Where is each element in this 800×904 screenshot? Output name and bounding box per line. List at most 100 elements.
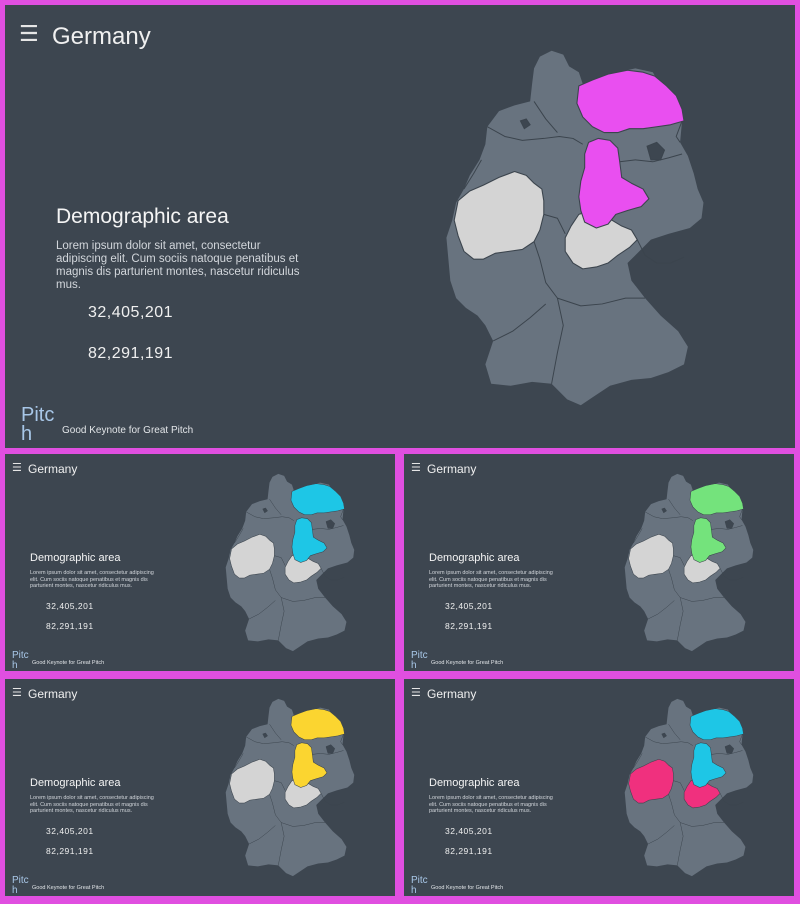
- state-border: [234, 753, 244, 769]
- lake: [519, 118, 531, 130]
- tagline: Good Keynote for Great Pitch: [431, 660, 504, 666]
- body-paragraph: Lorem ipsum dolor sit amet, consectetur …: [429, 795, 553, 815]
- state-center[interactable]: [578, 137, 650, 229]
- state-border: [320, 568, 345, 581]
- hamburger-menu-icon[interactable]: ☰: [411, 687, 421, 699]
- slide-thumbnail-2[interactable]: ☰ Germany Demographic area Lorem ipsum d…: [404, 454, 794, 671]
- state-border: [739, 508, 743, 520]
- state-border: [533, 241, 646, 307]
- state-border: [673, 780, 685, 791]
- state-border: [675, 120, 683, 143]
- state-border: [677, 822, 684, 866]
- stat-value-2: 82,291,191: [88, 345, 174, 362]
- lake: [661, 732, 667, 739]
- state-border: [633, 528, 643, 544]
- hamburger-menu-icon[interactable]: ☰: [12, 687, 22, 699]
- state-west[interactable]: [628, 533, 674, 579]
- state-border: [645, 511, 693, 521]
- stat-value-1: 32,405,201: [88, 304, 174, 321]
- lake: [646, 141, 666, 161]
- state-border: [551, 298, 564, 384]
- state-border: [248, 825, 276, 845]
- state-north[interactable]: [576, 69, 685, 134]
- slide-thumbnail-4[interactable]: ☰ Germany Demographic area Lorem ipsum d…: [404, 679, 794, 896]
- germany-map: [225, 473, 355, 652]
- state-border: [246, 736, 294, 746]
- body-paragraph: Lorem ipsum dolor sit amet, consectetur …: [56, 240, 300, 291]
- hamburger-menu-icon[interactable]: ☰: [12, 462, 22, 474]
- state-border: [269, 499, 282, 515]
- slide-title: Germany: [28, 462, 78, 476]
- germany-map: [624, 473, 754, 652]
- stat-value-1: 32,405,201: [46, 826, 94, 836]
- tagline: Good Keynote for Great Pitch: [62, 425, 194, 436]
- state-border: [668, 499, 681, 515]
- state-border: [533, 101, 558, 133]
- state-border: [647, 825, 675, 845]
- state-border: [668, 569, 725, 602]
- section-heading: Demographic area: [429, 777, 520, 789]
- state-border: [269, 794, 326, 827]
- pitch-logo: Pitch: [411, 875, 428, 896]
- lake: [262, 507, 268, 514]
- state-border: [246, 511, 294, 521]
- state-west[interactable]: [229, 533, 275, 579]
- state-border: [340, 508, 344, 520]
- slide-title: Germany: [427, 462, 477, 476]
- state-border: [668, 724, 681, 740]
- state-border: [633, 753, 643, 769]
- tagline: Good Keynote for Great Pitch: [431, 885, 504, 891]
- state-border: [274, 780, 286, 791]
- hamburger-menu-icon[interactable]: ☰: [19, 21, 39, 46]
- tagline: Good Keynote for Great Pitch: [32, 885, 105, 891]
- body-paragraph: Lorem ipsum dolor sit amet, consectetur …: [429, 570, 553, 590]
- state-border: [673, 555, 685, 566]
- state-north[interactable]: [689, 708, 744, 741]
- slide-main[interactable]: ☰ Germany Demographic area Lorem ipsum d…: [5, 5, 795, 448]
- state-border: [619, 153, 683, 163]
- state-west[interactable]: [229, 758, 275, 804]
- stat-value-2: 82,291,191: [46, 621, 94, 631]
- hamburger-menu-icon[interactable]: ☰: [411, 462, 421, 474]
- state-border: [312, 525, 344, 530]
- state-west[interactable]: [628, 758, 674, 804]
- lake: [325, 519, 336, 529]
- section-heading: Demographic area: [30, 777, 121, 789]
- state-north[interactable]: [290, 708, 345, 741]
- pitch-logo: Pitch: [12, 650, 29, 671]
- state-border: [668, 794, 725, 827]
- lake: [724, 744, 735, 754]
- body-paragraph: Lorem ipsum dolor sit amet, consectetur …: [30, 795, 154, 815]
- slide-thumbnail-3[interactable]: ☰ Germany Demographic area Lorem ipsum d…: [5, 679, 395, 896]
- section-heading: Demographic area: [30, 552, 121, 564]
- state-center[interactable]: [690, 742, 727, 788]
- state-border: [492, 303, 547, 342]
- state-center[interactable]: [291, 517, 328, 563]
- stat-value-2: 82,291,191: [445, 621, 493, 631]
- state-west[interactable]: [453, 170, 545, 260]
- state-border: [312, 750, 344, 755]
- state-border: [278, 597, 285, 641]
- state-border: [274, 555, 286, 566]
- state-north[interactable]: [689, 483, 744, 516]
- germany-map: [446, 50, 704, 406]
- state-border: [320, 793, 345, 806]
- state-border: [463, 159, 482, 190]
- state-border: [487, 126, 583, 145]
- slide-title: Germany: [427, 687, 477, 701]
- state-border: [719, 793, 744, 806]
- pitch-logo: Pitch: [12, 875, 29, 896]
- state-center[interactable]: [291, 742, 328, 788]
- state-border: [234, 528, 244, 544]
- state-border: [719, 568, 744, 581]
- state-center[interactable]: [690, 517, 727, 563]
- state-border: [711, 750, 743, 755]
- slide-thumbnail-1[interactable]: ☰ Germany Demographic area Lorem ipsum d…: [5, 454, 395, 671]
- state-border: [647, 600, 675, 620]
- state-border: [739, 733, 743, 745]
- state-border: [711, 525, 743, 530]
- state-north[interactable]: [290, 483, 345, 516]
- state-border: [248, 600, 276, 620]
- lake: [661, 507, 667, 514]
- lake: [724, 519, 735, 529]
